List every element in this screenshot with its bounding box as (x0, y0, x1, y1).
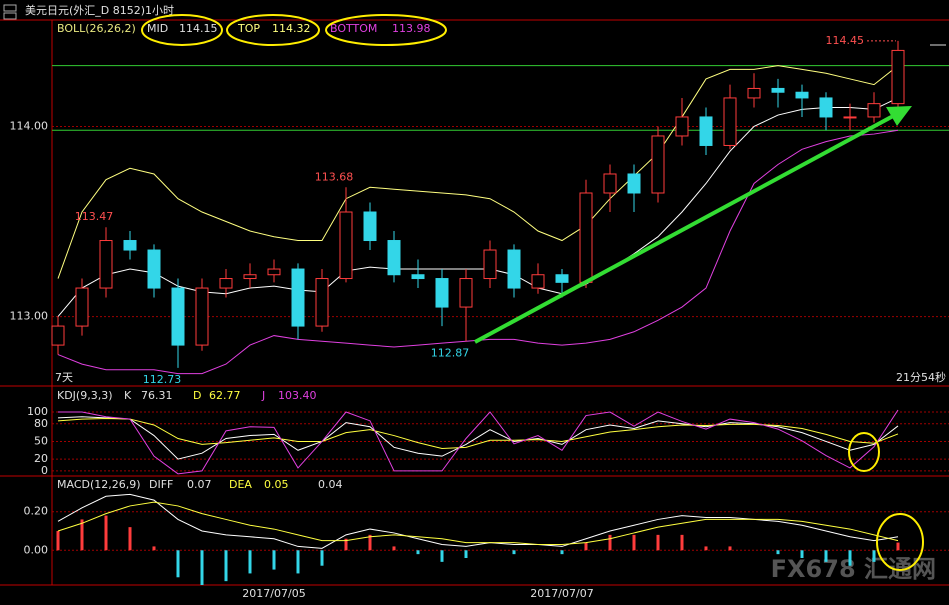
candle-body (123, 240, 137, 251)
legend-value: 103.40 (278, 389, 317, 402)
y-tick-label: 0.20 (24, 505, 49, 518)
candle-body (771, 87, 785, 93)
highlight-ellipse (325, 14, 447, 46)
candle-body (171, 287, 185, 346)
candle-body (699, 116, 713, 146)
candle-body (843, 116, 857, 119)
candle-body (531, 274, 545, 289)
kdj-label: KDJ(9,3,3) (57, 389, 113, 402)
candle-body (315, 278, 329, 327)
candle-body (579, 192, 593, 283)
line (57, 417, 899, 450)
candle-body (507, 249, 521, 289)
candle-body (291, 268, 305, 327)
candle-body (603, 173, 617, 194)
line (57, 65, 899, 279)
legend-value: 0.04 (318, 478, 343, 491)
line (57, 501, 899, 545)
candle-body (147, 249, 161, 289)
candle-body (267, 268, 281, 276)
legend-name: TOP (237, 22, 260, 35)
candle-body (819, 97, 833, 118)
candle-body (75, 287, 89, 327)
candle-body (459, 278, 473, 308)
trend-arrow (474, 113, 896, 344)
y-tick-label: 114.00 (10, 119, 49, 132)
candle-body (795, 91, 809, 99)
legend-value: 0.07 (187, 478, 212, 491)
trend-arrowhead (886, 106, 912, 126)
line (58, 409, 899, 475)
candle-body (243, 274, 257, 280)
macd-label: MACD(12,26,9) (57, 478, 141, 491)
watermark: FX678 汇通网 (771, 555, 936, 583)
timer: 21分54秒 (896, 370, 946, 384)
legend-value: 113.98 (392, 22, 431, 35)
highlight-ellipse (226, 14, 320, 46)
y-tick-label: 80 (34, 417, 48, 430)
highlight-ellipse (876, 513, 924, 571)
candle-body (651, 135, 665, 194)
candle-body (51, 325, 65, 346)
candle-body (891, 49, 905, 105)
candle-body (723, 97, 737, 146)
price-annotation: 113.47 (75, 210, 114, 223)
y-tick-label: 50 (34, 434, 48, 447)
candle-body (411, 274, 425, 280)
window-icon[interactable] (3, 12, 17, 20)
candle-body (435, 278, 449, 308)
legend-name: DIFF (149, 478, 173, 491)
period: 7天 (55, 371, 73, 384)
y-tick-label: 0 (41, 464, 48, 477)
legend-name: DEA (229, 478, 252, 491)
y-tick-label: 100 (27, 405, 48, 418)
boll-label: BOLL(26,26,2) (57, 22, 136, 35)
legend-name: K (124, 389, 132, 402)
price-annotation: 114.45 (826, 34, 865, 47)
candle-body (339, 211, 353, 280)
candle-body (555, 274, 569, 283)
candle-body (483, 249, 497, 280)
price-annotation: 113.68 (315, 170, 354, 183)
legend-name: J (261, 389, 265, 402)
candle-body (675, 116, 689, 137)
candle-body (219, 278, 233, 289)
candle-body (363, 211, 377, 242)
x-tick-label: 2017/07/07 (530, 587, 593, 600)
price-annotation: 112.87 (431, 346, 470, 359)
price-annotation: 112.73 (143, 373, 182, 386)
candle-body (195, 287, 209, 346)
x-tick-label: 2017/07/05 (242, 587, 305, 600)
legend-name: BOTTOM (330, 22, 377, 35)
candle-body (99, 240, 113, 289)
candle-body (867, 103, 881, 118)
title: 美元日元(外汇_D 8152)1小时 (25, 4, 174, 17)
highlight-ellipse (848, 432, 880, 472)
y-tick-label: 113.00 (10, 310, 49, 323)
legend-value: 76.31 (141, 389, 173, 402)
candle-body (627, 173, 641, 194)
candle-body (747, 87, 761, 99)
legend-value: 114.32 (272, 22, 311, 35)
legend-value: 0.05 (264, 478, 289, 491)
legend-name: D (193, 389, 201, 402)
window-icon[interactable] (3, 4, 17, 12)
legend-value: 62.77 (209, 389, 241, 402)
highlight-ellipse (141, 14, 223, 46)
candle-body (387, 240, 401, 276)
y-tick-label: 0.00 (24, 543, 49, 556)
legend-value: 114.15 (179, 22, 218, 35)
y-tick-label: 20 (34, 452, 48, 465)
legend-name: MID (147, 22, 168, 35)
